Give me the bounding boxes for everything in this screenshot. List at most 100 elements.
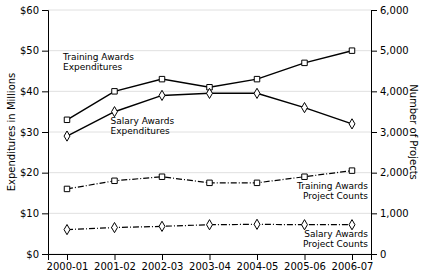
marker [207,220,213,230]
axis-line [42,11,49,255]
tick-mark [115,254,116,260]
tick-mark [42,10,48,11]
tick-mark [67,254,68,260]
tick: $60 [20,5,48,16]
tick: $50 [20,45,48,56]
tick-label: 2,000 [380,167,409,178]
y-axis: $0$10$20$30$40$50$60 [20,5,49,260]
tick: 2,000 [371,167,409,178]
tick-label: 0 [380,249,386,260]
grid [48,10,371,254]
annotation-line: Project Counts [303,191,368,201]
tick: 5,000 [371,45,409,56]
y2-axis: 0 1,000 2,000 3,000 4,000 5,000 6,000 [371,5,409,260]
tick-mark [371,132,377,133]
tick-mark [305,254,306,260]
annotation-line: Salary Awards [304,229,368,239]
marker [302,174,307,179]
tick: 2005-06 [284,254,326,272]
marker [254,76,259,81]
tick-label: 2004-05 [237,261,279,272]
tick-label: 1,000 [380,208,409,219]
marker [349,48,354,53]
tick: 2001-02 [94,254,136,272]
tick-label: 5,000 [380,45,409,56]
tick: 2006-07 [332,254,374,272]
marker [64,225,70,235]
tick-mark [352,254,353,260]
annotation-line: Salary Awards [111,116,175,126]
chart: 2000-01 2001-02 2002-03 2003-04 2004-05 2005-… [0,0,423,276]
tick: $20 [20,167,48,178]
marker [254,219,260,229]
grid-line [48,132,371,133]
tick: 2004-05 [237,254,279,272]
tick-mark [371,91,377,92]
marker [207,88,213,98]
tick-label: $60 [20,5,39,16]
tick: $0 [26,249,48,260]
tick-mark [371,173,377,174]
tick-mark [42,51,48,52]
tick: 0 [371,249,386,260]
tick-mark [42,173,48,174]
tick-mark [210,254,211,260]
tick-mark [42,213,48,214]
marker [302,103,308,113]
marker [64,131,70,141]
tick-label: 6,000 [380,5,409,16]
marker [112,89,117,94]
tick: 4,000 [371,86,409,97]
annotation-line: Training Awards [62,52,134,62]
tick-mark [371,51,377,52]
tick: $40 [20,86,48,97]
grid-line [48,10,371,11]
series-line [67,93,352,136]
tick: 2003-04 [189,254,231,272]
tick: 1,000 [371,208,409,219]
annotation-line: Expenditures [111,126,170,136]
axis-line [49,255,372,261]
marker [112,222,118,232]
annotation-line: Project Counts [303,239,368,249]
tick-label: 4,000 [380,86,409,97]
marker [159,76,164,81]
markers [64,88,355,141]
tick-label: $50 [20,45,39,56]
chart-container: 2000-01 2001-02 2002-03 2003-04 2004-05 2005-… [0,0,423,276]
tick: 6,000 [371,5,409,16]
tick-mark [42,132,48,133]
marker [159,174,164,179]
grid-line [48,172,371,173]
marker [64,186,69,191]
tick-label: 2001-02 [94,261,136,272]
tick: 2000-01 [47,254,89,272]
marker [349,119,355,129]
tick-label: 2002-03 [142,261,184,272]
tick-mark [42,254,48,255]
tick-mark [162,254,163,260]
marker [112,178,117,183]
tick-mark [42,91,48,92]
marker [159,90,165,100]
tick-mark [257,254,258,260]
tick-label: $0 [26,249,39,260]
annotation: Salary AwardsProject Counts [303,229,368,249]
tick-label: 2003-04 [189,261,231,272]
tick-label: 2000-01 [47,261,89,272]
plot-area [64,48,355,235]
grid-line [48,213,371,214]
tick-label: $10 [20,208,39,219]
tick: 2002-03 [142,254,184,272]
marker [349,168,354,173]
annotation-line: Expenditures [63,62,122,72]
axis-line [372,11,378,255]
annotation: Training AwardsProject Counts [296,181,368,201]
tick-label: 3,000 [380,127,409,138]
marker [159,221,165,231]
marker [254,88,260,98]
y2-axis-title: Number of Projects [408,84,419,180]
marker [254,180,259,185]
tick-label: $20 [20,167,39,178]
tick-label: 2006-07 [332,261,374,272]
